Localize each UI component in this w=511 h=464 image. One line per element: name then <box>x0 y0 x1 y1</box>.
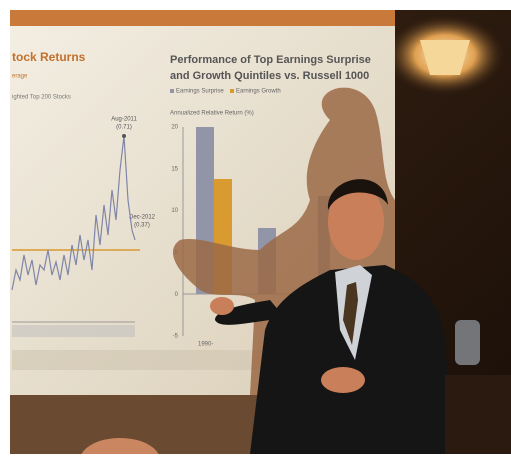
y-axis-label: Annualized Relative Return (%) <box>170 111 254 117</box>
annotation: Aug-2011 <box>111 117 137 123</box>
peak-marker <box>122 134 126 138</box>
left-subtitle: erage <box>12 74 28 80</box>
presenter-hand <box>210 297 234 315</box>
photo: tock Returns erage ighted Top 200 Stocks… <box>0 0 511 464</box>
glass-jar <box>455 320 480 365</box>
y-tick-label: -5 <box>173 334 179 340</box>
left-legend: ighted Top 200 Stocks <box>12 95 71 101</box>
y-tick-label: 20 <box>171 125 178 131</box>
bottom-border <box>0 454 511 464</box>
legend-swatch <box>170 89 174 93</box>
right-title: Performance of Top Earnings Surprise <box>170 54 371 66</box>
slide-header-bar <box>10 10 395 26</box>
presenter-hand <box>321 367 365 393</box>
annotation: (0.71) <box>116 125 132 131</box>
left-title: tock Returns <box>12 50 86 64</box>
table <box>445 375 511 454</box>
annotation: (0.37) <box>134 223 150 229</box>
y-tick-label: 15 <box>171 166 178 172</box>
year-labels-blur <box>12 325 135 337</box>
legend-label: Earnings Growth <box>236 89 281 95</box>
x-label: 1990- <box>198 342 213 348</box>
right-title: and Growth Quintiles vs. Russell 1000 <box>170 70 369 82</box>
y-tick-label: 10 <box>171 208 178 214</box>
legend-swatch <box>230 89 234 93</box>
annotation: Dec-2012 <box>129 215 156 221</box>
footnote-blur <box>12 350 282 370</box>
legend-label: Earnings Surprise <box>176 89 224 95</box>
